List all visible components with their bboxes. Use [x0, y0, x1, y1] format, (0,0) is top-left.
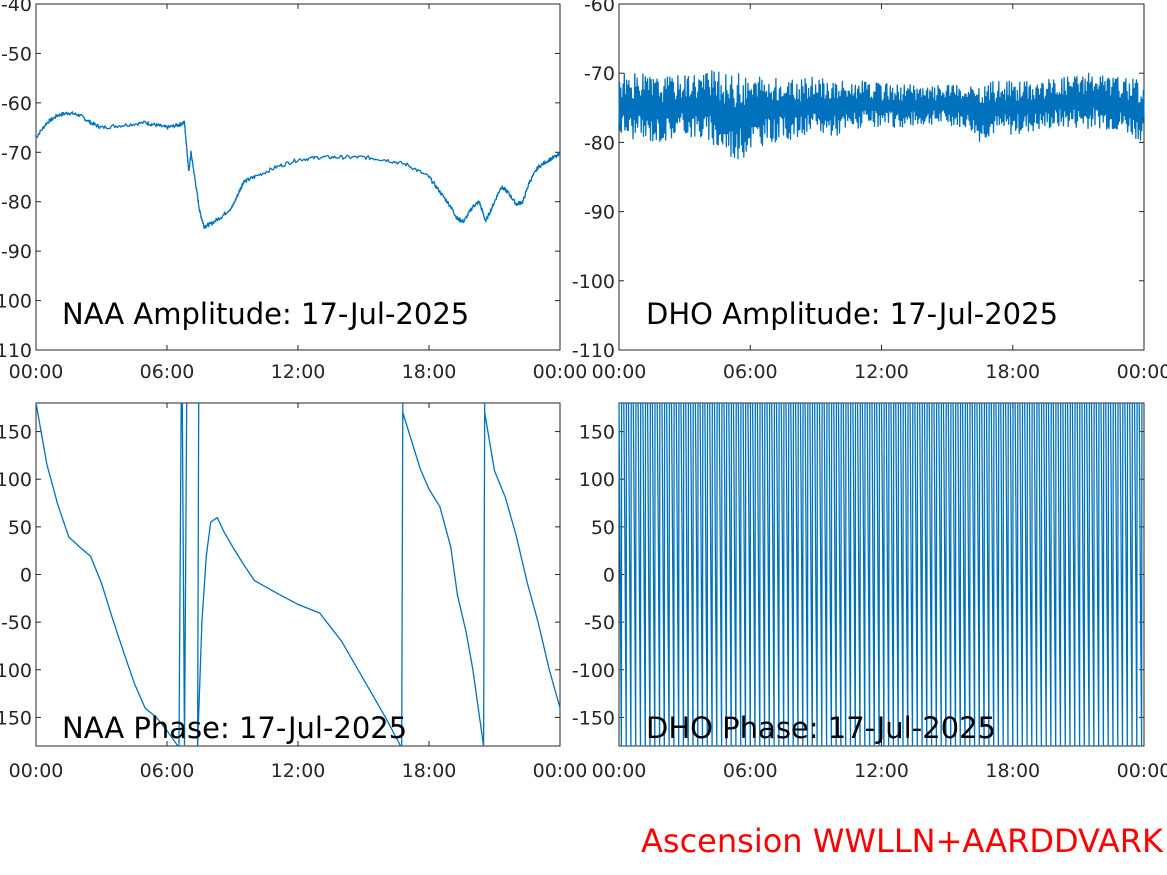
x-tick-label: 00:00 — [1117, 361, 1167, 383]
x-tick-label: 18:00 — [402, 361, 457, 383]
y-tick-label: -100 — [572, 660, 615, 682]
x-tick-label: 18:00 — [985, 760, 1040, 782]
y-tick-label: -150 — [0, 707, 32, 729]
dho-amplitude-x-ticks: 00:00 06:00 12:00 18:00 00:00 — [592, 4, 1167, 383]
x-tick-label: 00:00 — [533, 361, 588, 383]
y-tick-label: 100 — [579, 469, 615, 491]
x-tick-label: 06:00 — [140, 760, 195, 782]
naa-amplitude-x-ticks: 00:00 06:00 12:00 18:00 00:00 — [9, 4, 588, 383]
x-tick-label: 18:00 — [985, 361, 1040, 383]
dho-phase-x-ticks: 00:00 06:00 12:00 18:00 00:00 — [592, 403, 1167, 782]
x-tick-label: 06:00 — [723, 760, 778, 782]
x-tick-label: 00:00 — [592, 361, 647, 383]
dho-phase-title: DHO Phase: 17-Jul-2025 — [646, 711, 996, 745]
y-tick-label: -150 — [572, 707, 615, 729]
x-tick-label: 12:00 — [271, 361, 326, 383]
y-tick-label: 50 — [591, 517, 615, 539]
y-tick-label: -100 — [0, 291, 32, 313]
naa-amplitude-y-ticks: -40 -50 -60 -70 -80 -90 -100 -110 — [0, 0, 560, 362]
x-tick-label: 00:00 — [533, 760, 588, 782]
y-tick-label: 100 — [0, 469, 32, 491]
y-tick-label: -50 — [584, 612, 615, 634]
y-tick-label: 0 — [20, 565, 32, 587]
dho-amplitude-panel: -60 -70 -80 -90 -100 -110 00:00 06:00 12:00 18:0… — [572, 0, 1167, 383]
y-tick-label: -90 — [584, 202, 615, 224]
dho-phase-panel: 150 100 50 0 -50 -100 -150 00:00 06:00 12:00 18:0… — [572, 402, 1167, 782]
x-tick-label: 06:00 — [723, 361, 778, 383]
x-tick-label: 00:00 — [9, 361, 64, 383]
y-tick-label: 50 — [8, 517, 32, 539]
naa-amplitude-series-line — [35, 111, 561, 230]
y-tick-label: 150 — [0, 422, 32, 444]
naa-phase-panel: 150 100 50 0 -50 -100 -150 00:00 06:00 12:00 18:0… — [0, 402, 588, 782]
x-tick-label: 06:00 — [140, 361, 195, 383]
y-tick-label: -100 — [0, 660, 32, 682]
y-tick-label: -110 — [572, 340, 615, 362]
naa-phase-x-ticks: 00:00 06:00 12:00 18:00 00:00 — [9, 403, 588, 782]
y-tick-label: -50 — [1, 43, 32, 65]
y-tick-label: -60 — [1, 93, 32, 115]
naa-amplitude-panel: -40 -50 -60 -70 -80 -90 -100 -110 00:00 06:00 12:… — [0, 0, 587, 383]
dho-phase-series-line — [618, 402, 1143, 747]
y-tick-label: -80 — [584, 132, 615, 154]
y-tick-label: -60 — [584, 0, 615, 16]
dho-phase-y-ticks: 150 100 50 0 -50 -100 -150 — [572, 422, 1144, 729]
naa-phase-title: NAA Phase: 17-Jul-2025 — [62, 711, 407, 745]
naa-amplitude-title: NAA Amplitude: 17-Jul-2025 — [62, 297, 469, 331]
x-tick-label: 18:00 — [402, 760, 457, 782]
x-tick-label: 12:00 — [854, 760, 909, 782]
y-tick-label: -110 — [0, 340, 32, 362]
y-tick-label: -70 — [1, 142, 32, 164]
dho-amplitude-series-line — [618, 70, 1145, 160]
y-tick-label: -80 — [1, 192, 32, 214]
dho-amplitude-y-ticks: -60 -70 -80 -90 -100 -110 — [572, 0, 1144, 362]
y-tick-label: -100 — [572, 271, 615, 293]
x-tick-label: 12:00 — [854, 361, 909, 383]
y-tick-label: -70 — [584, 63, 615, 85]
y-tick-label: -90 — [1, 241, 32, 263]
y-tick-label: 0 — [603, 565, 615, 587]
y-tick-label: 150 — [579, 422, 615, 444]
naa-phase-y-ticks: 150 100 50 0 -50 -100 -150 — [0, 422, 560, 729]
naa-phase-series-line — [35, 402, 561, 747]
x-tick-label: 00:00 — [1117, 760, 1167, 782]
naa-phase-axes — [35, 402, 561, 747]
dho-amplitude-title: DHO Amplitude: 17-Jul-2025 — [646, 297, 1058, 331]
y-tick-label: -40 — [1, 0, 32, 16]
x-tick-label: 00:00 — [9, 760, 64, 782]
y-tick-label: -50 — [1, 612, 32, 634]
x-tick-label: 12:00 — [271, 760, 326, 782]
station-footer-label: Ascension WWLLN+AARDDVARK — [641, 822, 1163, 860]
x-tick-label: 00:00 — [592, 760, 647, 782]
